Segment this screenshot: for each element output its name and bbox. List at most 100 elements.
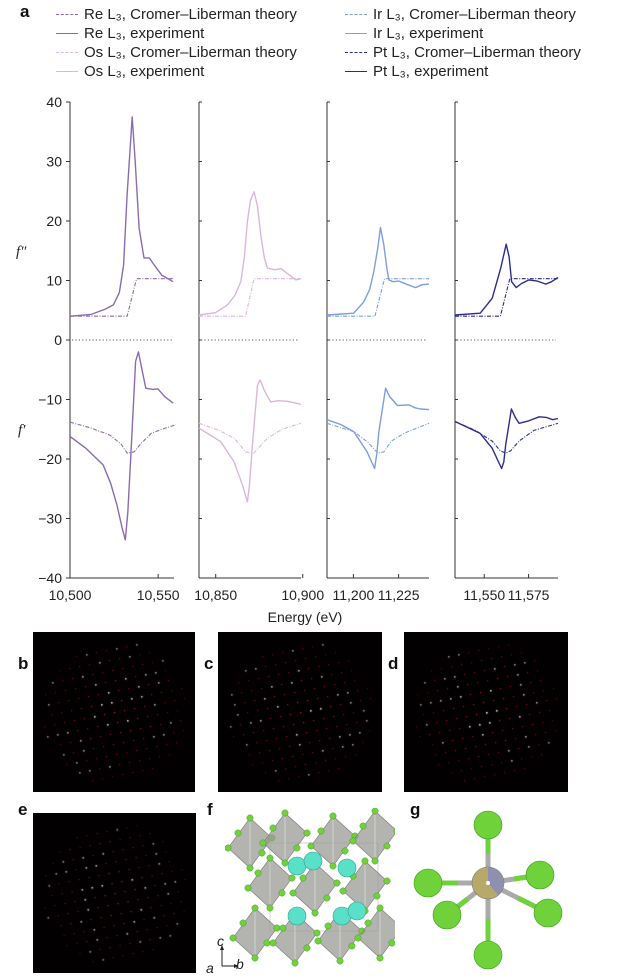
halide-atom — [333, 879, 341, 887]
halide-atom — [258, 849, 266, 857]
os-theory-f1-line — [198, 422, 302, 454]
halide-atom — [266, 854, 274, 862]
legend-entry: Pt L₃, experiment — [345, 62, 488, 81]
y-tick-label: 40 — [46, 94, 62, 110]
legend-label: Re L₃, Cromer–Liberman theory — [84, 6, 297, 23]
legend-swatch — [345, 71, 367, 72]
halide-atom — [383, 842, 391, 850]
halide-atom — [244, 884, 252, 892]
re-theory-f2-line — [70, 278, 174, 317]
halide-atom — [361, 857, 369, 865]
legend-swatch — [345, 33, 367, 34]
legend-label: Re L₃, experiment — [84, 25, 205, 42]
y-axis-label-lower: f′ — [18, 422, 26, 438]
legend-label: Ir L₃, Cromer–Liberman theory — [373, 6, 576, 23]
legend-entry: Ir L₃, experiment — [345, 24, 483, 43]
legend-entry: Os L₃, experiment — [56, 62, 204, 81]
cation-atom — [287, 906, 307, 926]
axis-label-c: c — [217, 933, 224, 949]
re-theory-f1-line — [69, 421, 176, 454]
octahedron — [352, 810, 395, 862]
halide-atom — [313, 929, 321, 937]
y-tick-label: 30 — [46, 154, 62, 170]
legend-label: Os L₃, experiment — [84, 63, 205, 80]
halide-atom — [371, 857, 379, 865]
axis-label-a: a — [206, 960, 214, 976]
diffraction-image-e — [33, 813, 196, 973]
legend-label: Os L₃, Cromer–Liberman theory — [84, 44, 297, 61]
halide-atom — [354, 934, 362, 942]
os-experiment-f1-line — [198, 379, 302, 503]
halide-atom — [254, 869, 262, 877]
halide-atom — [303, 829, 311, 837]
pt-experiment-f2-line — [454, 243, 559, 316]
ir-theory-f1-line — [326, 422, 430, 454]
halide-atom — [533, 898, 563, 928]
halide-atom — [388, 939, 395, 947]
halide-atom — [329, 862, 337, 870]
halide-atom — [246, 864, 254, 872]
halide-atom — [279, 924, 287, 932]
panel-label-c: c — [204, 654, 214, 673]
axis-label-b: b — [236, 956, 244, 972]
re-experiment-f1-line — [69, 351, 174, 541]
halide-atom — [259, 839, 267, 847]
halide-atom — [293, 844, 301, 852]
legend-label: Pt L₃, experiment — [373, 63, 489, 80]
halide-atom — [349, 837, 357, 845]
legend-swatch — [56, 52, 78, 53]
legend-swatch — [56, 14, 78, 15]
x-axis-label: Energy (eV) — [268, 609, 343, 625]
metal-atom-mixed-site — [488, 867, 504, 895]
x-tick-label: 10,500 — [49, 587, 92, 603]
axis-arrows-icon — [220, 945, 239, 968]
halide-atom — [269, 824, 277, 832]
halide-atom — [376, 954, 384, 962]
cation-atom — [303, 851, 323, 871]
halide-atom — [303, 944, 311, 952]
panel-label-b: b — [18, 654, 29, 673]
legend-label: Ir L₃, experiment — [373, 25, 484, 42]
halide-atom — [234, 829, 242, 837]
panel-label-e: e — [18, 800, 28, 819]
halide-atom — [341, 847, 349, 855]
halide-atom — [371, 808, 379, 815]
halide-atom — [269, 939, 277, 947]
cation-atom — [337, 858, 357, 878]
y-tick-label: −20 — [38, 451, 62, 467]
halide-atom — [473, 810, 503, 840]
halide-atom — [364, 919, 372, 927]
ir-experiment-f1-line — [326, 387, 430, 470]
legend-swatch — [345, 14, 367, 15]
y-tick-label: 10 — [46, 273, 62, 289]
legend-swatch — [56, 33, 78, 34]
pt-theory-f2-line — [455, 278, 558, 317]
halide-atom — [246, 814, 254, 822]
halide-atom — [289, 889, 297, 897]
panel-label-g: g — [410, 800, 421, 819]
diffraction-image-c — [218, 632, 382, 792]
diffraction-image-b — [33, 632, 195, 792]
panel-label-f: f — [207, 800, 213, 819]
os-experiment-f2-line — [198, 191, 302, 316]
halide-atom — [278, 889, 286, 897]
halide-atom — [288, 874, 296, 882]
pt-experiment-f1-line — [454, 408, 559, 470]
legend-swatch — [345, 52, 367, 53]
halide-atom — [359, 822, 367, 830]
x-tick-label: 11,225 — [378, 587, 420, 603]
y-tick-label: −10 — [38, 392, 62, 408]
legend-entry: Re L₃, Cromer–Liberman theory — [56, 5, 297, 24]
crystal-structure-image — [225, 808, 395, 967]
halide-atom — [413, 868, 443, 898]
y-tick-label: 0 — [54, 332, 62, 348]
halide-atom — [473, 940, 503, 970]
x-tick-label: 11,200 — [333, 587, 375, 603]
halide-atom — [266, 904, 274, 912]
halide-atom — [239, 919, 247, 927]
halide-atom — [324, 922, 332, 930]
re-experiment-f2-line — [69, 116, 174, 317]
legend-entry: Ir L₃, Cromer–Liberman theory — [345, 5, 576, 24]
halide-atom — [432, 900, 462, 930]
halide-atom — [299, 874, 307, 882]
